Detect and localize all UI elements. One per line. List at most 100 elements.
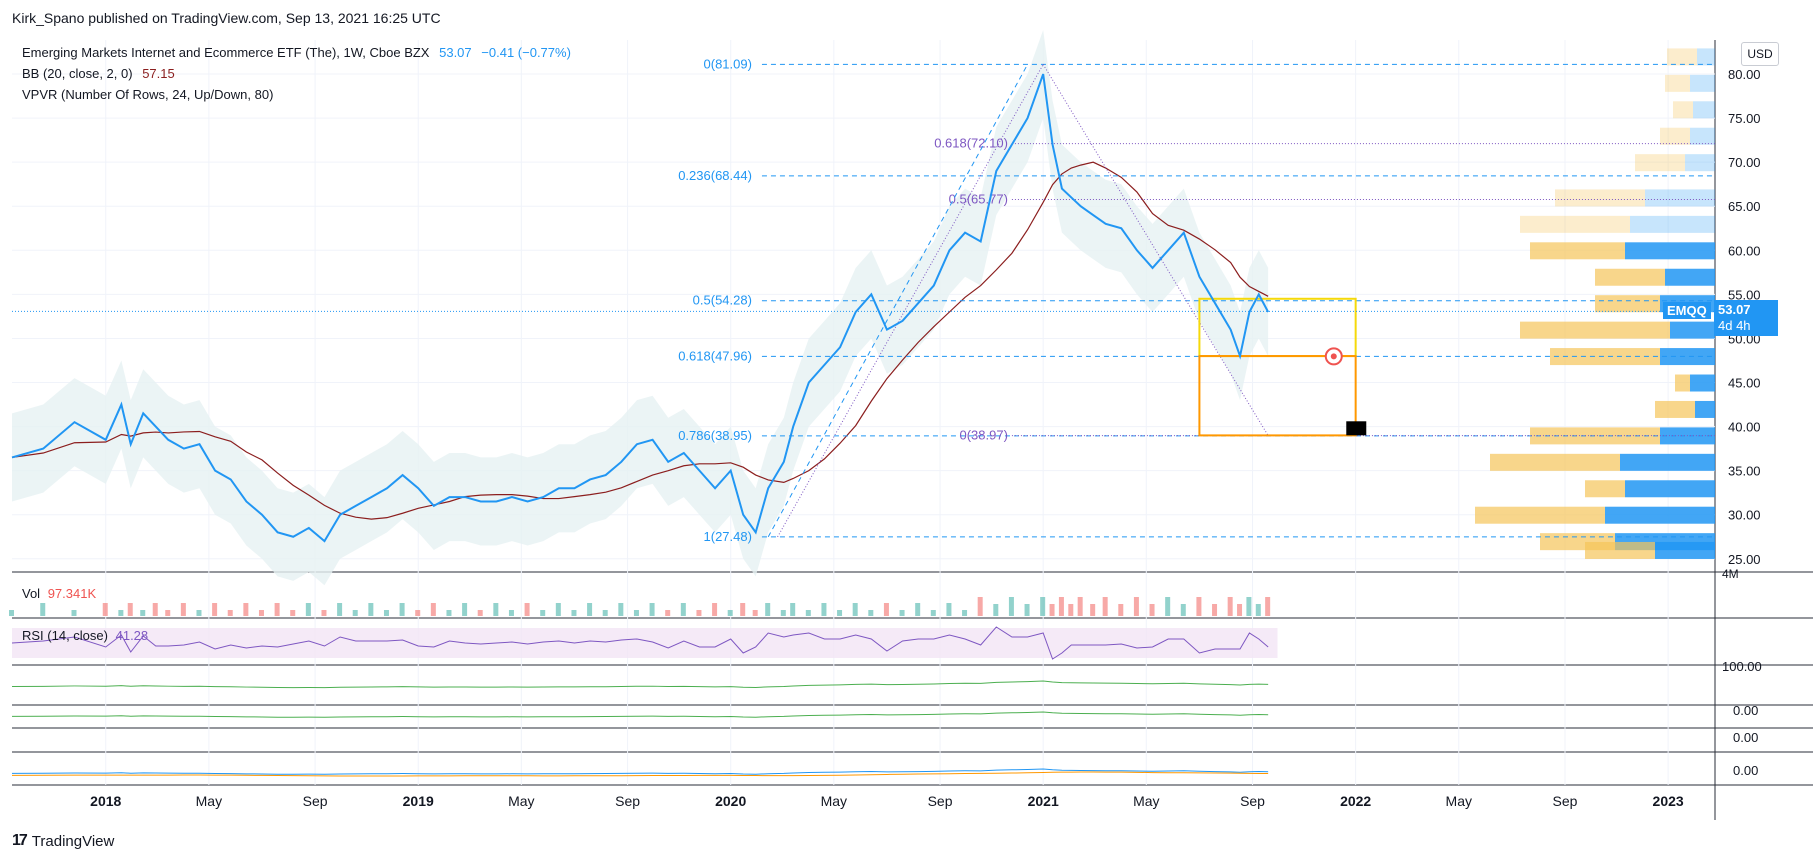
x-tick-label: Sep: [615, 793, 640, 809]
volume-bar: [883, 603, 889, 616]
volume-value: 97.341K: [47, 586, 97, 601]
volume-bar: [540, 610, 546, 616]
rsi-legend: RSI (14, close) 41.28: [22, 628, 148, 643]
vpvr-down-bar: [1595, 295, 1660, 313]
volume-bar: [1180, 604, 1186, 616]
pane-scale-label: 0.00: [1733, 730, 1759, 745]
volume-bar: [212, 603, 218, 616]
volume-bar: [852, 603, 858, 616]
vpvr-down-bar: [1585, 480, 1625, 498]
volume-bar: [868, 610, 874, 616]
bollinger-basis-line: [11, 161, 1269, 520]
y-tick-label: 35.00: [1728, 464, 1761, 479]
y-tick-label: 75.00: [1728, 111, 1761, 126]
volume-bar: [977, 597, 983, 616]
volume-bar: [555, 603, 561, 616]
volume-bar: [305, 603, 311, 616]
volume-bar: [1227, 597, 1233, 616]
volume-bar: [1008, 597, 1014, 616]
volume-bar: [1133, 597, 1139, 616]
fib-level-label: 0(81.09): [704, 56, 752, 71]
volume-bar: [712, 603, 718, 616]
fib-level-label: 0.618(72.10): [934, 136, 1008, 151]
pane-scale-label: 100.00: [1722, 659, 1762, 674]
y-tick-label: 80.00: [1728, 67, 1761, 82]
vpvr-down-bar: [1665, 74, 1690, 92]
volume-bar: [665, 610, 671, 616]
orange-zone-box: [1198, 355, 1357, 437]
rsi-value: 41.28: [115, 628, 149, 643]
vpvr-up-bar: [1655, 541, 1715, 559]
volume-label: Vol: [22, 586, 41, 601]
volume-bar: [430, 603, 436, 616]
x-tick-label: Sep: [1240, 793, 1265, 809]
volume-bar: [446, 610, 452, 616]
vpvr-up-bar: [1670, 321, 1715, 339]
x-tick-label: May: [821, 793, 847, 809]
volume-bar: [493, 603, 499, 616]
volume-bar: [462, 603, 468, 616]
symbol-legend: Emerging Markets Internet and Ecommerce …: [22, 45, 577, 60]
volume-bar: [821, 603, 827, 616]
volume-bar: [9, 610, 14, 616]
x-tick-label: Sep: [303, 793, 328, 809]
vpvr-down-bar: [1655, 400, 1695, 418]
bb-value: 57.15: [142, 66, 175, 81]
volume-bar: [587, 603, 593, 616]
pane-scale-label: 0.00: [1733, 703, 1759, 718]
vpvr-down-bar: [1490, 453, 1620, 471]
vpvr-legend[interactable]: VPVR (Number Of Rows, 24, Up/Down, 80): [22, 87, 279, 102]
vpvr-up-bar: [1690, 74, 1715, 92]
vpvr-up-bar: [1645, 189, 1715, 207]
vpvr-up-bar: [1685, 154, 1715, 172]
publish-header: Kirk_Spano published on TradingView.com,…: [12, 10, 441, 26]
volume-bar: [765, 603, 771, 616]
fib-level-label: 0.618(47.96): [678, 348, 752, 363]
volume-bar: [321, 610, 327, 616]
vpvr-label: VPVR (Number Of Rows, 24, Up/Down, 80): [22, 87, 274, 102]
fib-level-label: 0.786(38.95): [678, 428, 752, 443]
y-tick-label: 45.00: [1728, 376, 1761, 391]
volume-bar: [127, 603, 133, 616]
volume-bar: [1049, 604, 1055, 616]
brand-footer[interactable]: 17 TradingView: [12, 832, 114, 850]
volume-bar: [1077, 597, 1083, 616]
volume-bar: [993, 604, 999, 616]
volume-bar: [337, 603, 343, 616]
x-tick-label: May: [1133, 793, 1159, 809]
vpvr-down-bar: [1520, 321, 1670, 339]
volume-bar: [696, 610, 702, 616]
volume-bar: [1165, 597, 1171, 616]
indicator-line: [11, 711, 1269, 718]
volume-bar: [752, 610, 758, 616]
fib-level-label: 0(38.97): [960, 428, 1008, 443]
vpvr-down-bar: [1667, 48, 1697, 66]
volume-bar: [1246, 597, 1252, 616]
volume-bar: [508, 610, 514, 616]
volume-bar: [727, 610, 733, 616]
x-tick-label: Sep: [928, 793, 953, 809]
currency-button[interactable]: USD: [1741, 42, 1779, 66]
x-tick-label: 2021: [1028, 793, 1059, 809]
bb-legend[interactable]: BB (20, close, 2, 0) 57.15: [22, 66, 181, 81]
volume-bar: [649, 603, 655, 616]
symbol-name: Emerging Markets Internet and Ecommerce …: [22, 45, 430, 60]
volume-bar: [1196, 597, 1202, 616]
x-tick-label: 2023: [1653, 793, 1684, 809]
vpvr-down-bar: [1530, 427, 1660, 445]
volume-bar: [180, 603, 186, 616]
x-tick-label: Sep: [1553, 793, 1578, 809]
vpvr-up-bar: [1630, 215, 1715, 233]
fib-level-label: 0.5(65.77): [949, 191, 1008, 206]
volume-bar: [633, 610, 639, 616]
volume-bar: [71, 610, 77, 616]
volume-bar: [571, 610, 577, 616]
rsi-label: RSI (14, close): [22, 628, 108, 643]
volume-bar: [1024, 604, 1030, 616]
fib-level-label: 0.236(68.44): [678, 168, 752, 183]
volume-bar: [930, 610, 936, 616]
y-tick-label: 30.00: [1728, 508, 1761, 523]
volume-bar: [1040, 597, 1046, 616]
volume-bar: [899, 610, 905, 616]
